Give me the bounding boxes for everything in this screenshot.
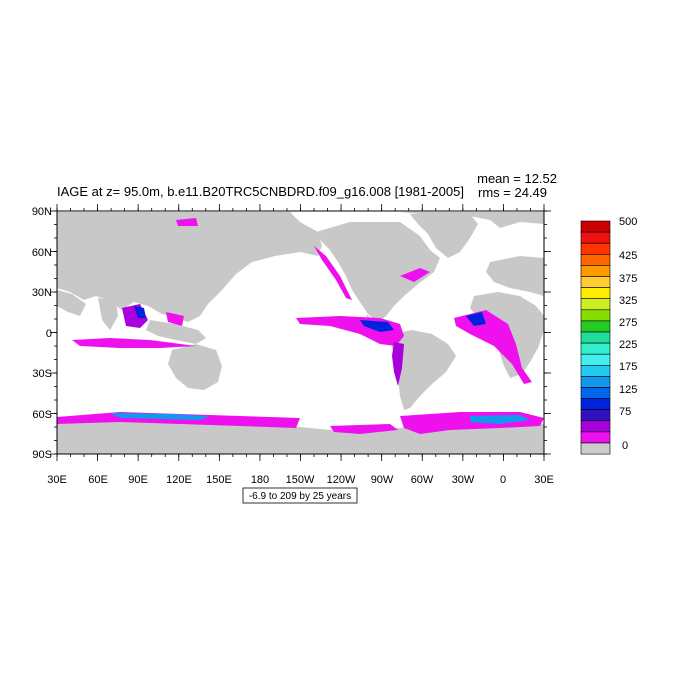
colorbar-box bbox=[580, 398, 611, 411]
colorbar-label: 500 bbox=[619, 216, 637, 228]
lon-label: 90W bbox=[371, 474, 394, 486]
lon-label: 120E bbox=[166, 474, 192, 486]
land-arabia bbox=[57, 290, 86, 316]
colorbar-box bbox=[580, 231, 611, 244]
lat-label: 60N bbox=[32, 247, 52, 259]
field-east-pacific-core bbox=[360, 320, 394, 332]
colorbar-box bbox=[580, 242, 611, 255]
age-field bbox=[57, 218, 544, 434]
lat-label: 60S bbox=[32, 409, 52, 421]
colorbar-label: 275 bbox=[619, 317, 637, 329]
colorbar-box bbox=[580, 376, 611, 388]
colorbar-label: 375 bbox=[619, 273, 637, 285]
land-maritime bbox=[146, 320, 206, 344]
field-nw-pacific bbox=[314, 246, 352, 300]
colorbar-box bbox=[580, 364, 611, 377]
field-east-atlantic-core bbox=[466, 312, 486, 326]
lon-label: 150E bbox=[206, 474, 232, 486]
lat-label: 90N bbox=[32, 206, 52, 218]
latitude-labels: 90N 60N 30N 0 30S 60S 90S bbox=[32, 206, 52, 461]
lat-label: 30S bbox=[32, 368, 52, 380]
colorbar-box bbox=[580, 353, 611, 366]
land-south-america bbox=[392, 330, 456, 410]
field-east-atlantic bbox=[454, 310, 532, 384]
lat-label: 0 bbox=[46, 328, 52, 340]
lon-label: 150W bbox=[286, 474, 315, 486]
colorbar-box bbox=[580, 420, 611, 433]
colorbar-label: 325 bbox=[619, 295, 637, 307]
colorbar-box bbox=[580, 276, 611, 288]
colorbar-box bbox=[580, 254, 611, 266]
lon-label: 30E bbox=[47, 474, 67, 486]
land-australia bbox=[168, 344, 222, 390]
land-eurasia bbox=[57, 212, 322, 322]
field-indian-ocean bbox=[72, 338, 196, 348]
colorbar-box bbox=[580, 298, 611, 311]
field-ross-sea bbox=[330, 424, 398, 434]
field-peru-coast bbox=[392, 342, 404, 386]
colorbar-box bbox=[580, 287, 611, 300]
map-ticks bbox=[50, 204, 551, 461]
colorbar-labels: 500 425 375 325 275 225 175 125 75 0 bbox=[619, 216, 637, 452]
colorbar-label: 0 bbox=[622, 440, 628, 452]
rms-label: rms = 24.49 bbox=[478, 185, 547, 200]
field-okhotsk bbox=[176, 218, 198, 226]
lon-label: 90E bbox=[128, 474, 148, 486]
colorbar-box bbox=[580, 431, 611, 444]
field-southern-ocean-atl-core bbox=[470, 415, 530, 424]
colorbar-box bbox=[580, 342, 611, 355]
colorbar-box bbox=[580, 309, 611, 322]
contour-info-text: -6.9 to 209 by 25 years bbox=[249, 491, 351, 502]
longitude-labels: 30E 60E 90E 120E 150E 180 150W 120W 90W … bbox=[47, 474, 554, 486]
colorbar-box bbox=[580, 265, 611, 277]
lon-label: 180 bbox=[251, 474, 269, 486]
lat-label: 30N bbox=[32, 287, 52, 299]
colorbar-box bbox=[580, 320, 611, 333]
lat-label: 90S bbox=[32, 449, 52, 461]
colorbar: 500 425 375 325 275 225 175 125 75 0 bbox=[580, 216, 637, 455]
land-greenland bbox=[410, 214, 478, 258]
contour-info-box: -6.9 to 209 by 25 years bbox=[242, 487, 358, 504]
colorbar-label: 125 bbox=[619, 384, 637, 396]
colorbar-box bbox=[580, 220, 611, 233]
colorbar-boxes bbox=[580, 220, 611, 455]
colorbar-label: 225 bbox=[619, 339, 637, 351]
mean-label: mean = 12.52 bbox=[477, 171, 557, 186]
land-europe bbox=[486, 256, 544, 296]
land-india bbox=[98, 298, 118, 330]
lon-label: 60E bbox=[88, 474, 108, 486]
field-southern-ocean-core bbox=[110, 413, 210, 420]
colorbar-label: 75 bbox=[619, 406, 631, 418]
colorbar-box bbox=[580, 331, 611, 344]
lon-label: 30W bbox=[452, 474, 475, 486]
colorbar-label: 425 bbox=[619, 250, 637, 262]
colorbar-box bbox=[580, 387, 611, 399]
field-bay-core bbox=[134, 306, 146, 318]
contour-info-frame bbox=[242, 487, 358, 504]
land-north-america bbox=[316, 222, 440, 322]
field-indonesia bbox=[166, 312, 184, 326]
map-panel: 90N 60N 30N 0 30S 60S 90S 30E 60E 90E 12… bbox=[32, 204, 554, 486]
lon-label: 0 bbox=[500, 474, 506, 486]
lon-label: 60W bbox=[411, 474, 434, 486]
lon-label: 30E bbox=[534, 474, 554, 486]
lon-label: 120W bbox=[327, 474, 356, 486]
colorbar-label: 175 bbox=[619, 361, 637, 373]
colorbar-box bbox=[580, 409, 611, 422]
map-title: IAGE at z= 95.0m, b.e11.B20TRC5CNBDRD.f0… bbox=[57, 184, 464, 199]
field-hudson bbox=[400, 268, 430, 282]
colorbar-box bbox=[580, 442, 611, 455]
land-arctic-north bbox=[400, 212, 544, 228]
